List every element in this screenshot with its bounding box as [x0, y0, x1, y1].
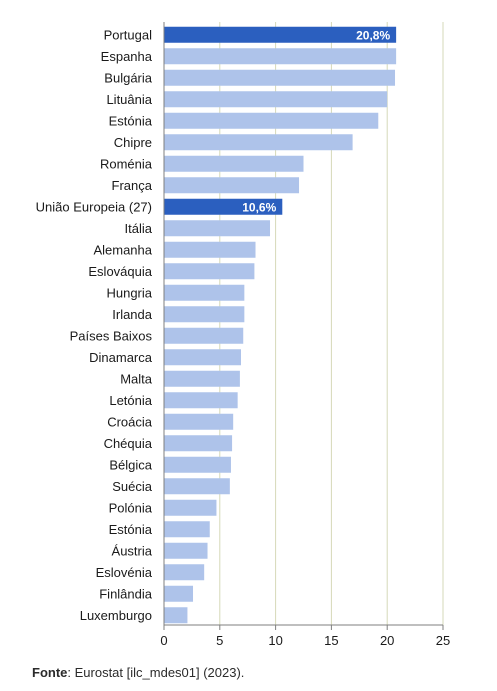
bar-25	[164, 564, 205, 581]
bars	[164, 26, 397, 624]
bar-10	[164, 241, 256, 258]
grid-lines	[219, 22, 444, 625]
category-label: Hungria	[106, 285, 152, 300]
bar-6	[164, 155, 304, 172]
category-label: Áustria	[112, 543, 153, 558]
data-labels: 20,8% 10,6%	[242, 28, 390, 214]
category-label: Malta	[120, 371, 153, 386]
bar-20	[164, 456, 231, 473]
bar-18	[164, 413, 234, 430]
x-tick-label: 20	[380, 633, 394, 648]
bar-13	[164, 306, 245, 323]
category-label: Chéquia	[104, 436, 153, 451]
data-label: 20,8%	[356, 28, 390, 42]
source-note: Fonte: Eurostat [ilc_mdes01] (2023).	[32, 665, 244, 680]
bar-22	[164, 499, 217, 516]
category-label: Portugal	[104, 27, 153, 42]
category-label: Itália	[125, 221, 153, 236]
category-label: Estónia	[109, 113, 153, 128]
x-axis: 0 5 10 15 20 25	[160, 22, 450, 648]
bar-1	[164, 48, 397, 65]
bar-21	[164, 478, 230, 495]
bar-8	[164, 198, 283, 215]
bar-chart: Portugal Espanha Bulgária Lituânia Estónia Ch…	[36, 22, 450, 648]
bar-14	[164, 327, 244, 344]
category-labels: Portugal Espanha Bulgária Lituânia Estónia Ch…	[36, 27, 153, 623]
category-label: Alemanha	[93, 242, 152, 257]
data-label: 10,6%	[242, 200, 276, 214]
category-label: Chipre	[114, 135, 152, 150]
category-label: União Europeia (27)	[36, 199, 152, 214]
category-label: França	[112, 178, 153, 193]
bar-23	[164, 521, 210, 538]
bar-0	[164, 26, 397, 43]
category-label: Eslovénia	[96, 565, 153, 580]
category-label: Irlanda	[112, 307, 153, 322]
bar-5	[164, 134, 353, 151]
x-tick-label: 15	[324, 633, 338, 648]
bar-9	[164, 220, 271, 237]
bar-26	[164, 585, 194, 602]
bar-2	[164, 69, 396, 86]
category-label: Lituânia	[106, 92, 152, 107]
category-label: Letónia	[109, 393, 152, 408]
bar-4	[164, 112, 379, 129]
category-label: Luxemburgo	[80, 608, 152, 623]
source-text: : Eurostat [ilc_mdes01] (2023).	[67, 665, 245, 680]
bar-27	[164, 607, 188, 624]
bar-3	[164, 91, 388, 108]
bar-11	[164, 263, 255, 280]
x-tick-label: 25	[436, 633, 450, 648]
bar-16	[164, 370, 240, 387]
category-label: Bulgária	[104, 70, 152, 85]
category-label: Finlândia	[99, 586, 153, 601]
bar-7	[164, 177, 300, 194]
category-label: Suécia	[112, 479, 153, 494]
bar-17	[164, 392, 238, 409]
category-label: Bélgica	[109, 457, 152, 472]
bar-19	[164, 435, 233, 452]
bar-15	[164, 349, 242, 366]
bar-24	[164, 542, 208, 559]
category-label: Países Baixos	[70, 328, 153, 343]
category-label: Eslováquia	[88, 264, 152, 279]
source-label: Fonte	[32, 665, 68, 680]
category-label: Polónia	[109, 500, 153, 515]
category-label: Roménia	[100, 156, 153, 171]
bar-12	[164, 284, 245, 301]
category-label: Estónia	[109, 522, 153, 537]
category-label: Espanha	[101, 49, 153, 64]
category-label: Dinamarca	[89, 350, 153, 365]
x-tick-label: 0	[160, 633, 167, 648]
x-tick-label: 5	[216, 633, 223, 648]
x-tick-label: 10	[268, 633, 282, 648]
category-label: Croácia	[107, 414, 153, 429]
